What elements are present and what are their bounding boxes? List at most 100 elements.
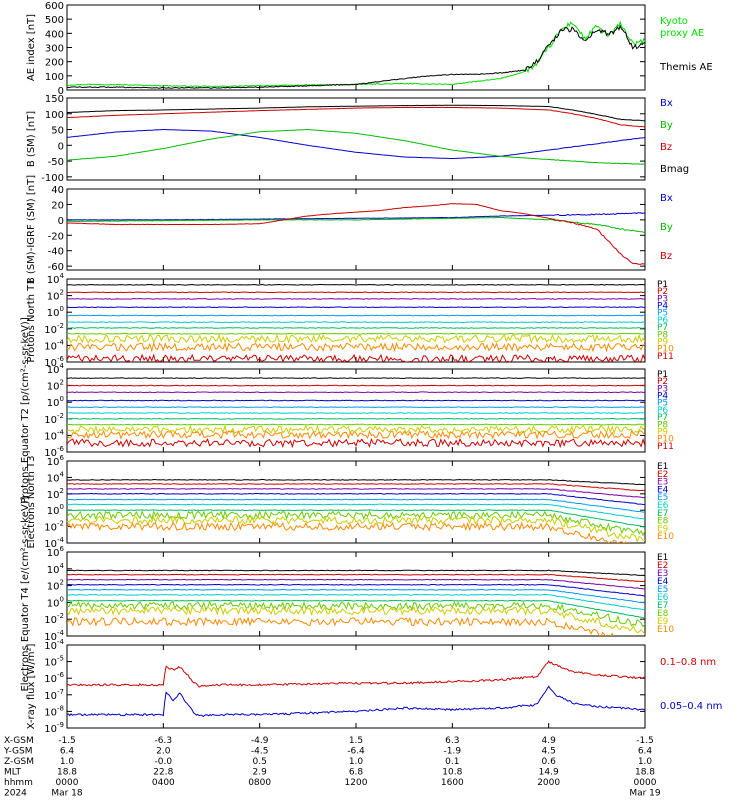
y-tick-label: 106: [47, 545, 65, 559]
legend-xray-0: 0.1–0.8 nm: [660, 657, 716, 668]
legend-p6: P6: [657, 406, 668, 416]
y-axis-label: Electrons Equator T4 [e/(cm²-s-sr-keV)]: [20, 496, 31, 691]
ephemeris-value: 0.6: [542, 757, 557, 767]
legend-p8: P8: [657, 330, 668, 340]
ephemeris-value: -4.9: [251, 736, 269, 746]
legend-p9: P9: [657, 337, 668, 347]
y-tick-label: 10-4: [44, 629, 64, 643]
channel-p11: [67, 437, 645, 449]
channel-e7: [67, 599, 645, 619]
y-tick-label: 100: [47, 395, 64, 409]
y-tick-label: -20: [48, 231, 64, 242]
ephemeris-value: Mar 18: [51, 789, 83, 799]
y-tick-label: 10-9: [44, 721, 64, 735]
legend-e7: E7: [657, 509, 668, 519]
legend-bx: Bx: [660, 98, 673, 109]
y-tick-label: 50: [51, 126, 64, 137]
y-tick-label: 0: [58, 216, 64, 227]
y-axis-label: Protons Equator T2 [p/(cm²-s-sr-keV)]: [20, 317, 31, 504]
legend-e5: E5: [657, 493, 668, 503]
series-0-05-0-4-nm: [67, 685, 645, 718]
legend-p8: P8: [657, 420, 668, 430]
legend-p1: P1: [657, 280, 668, 290]
y-tick-label: 102: [47, 379, 64, 393]
y-tick-label: 10-7: [44, 688, 64, 702]
legend-by: By: [660, 120, 673, 131]
panel-frame: [66, 4, 646, 91]
legend-kyoto: Kyoto: [660, 16, 688, 27]
ephemeris-value: 2.9: [253, 768, 268, 778]
ephemeris-value: -1.9: [444, 747, 462, 757]
panel-b_sm: 150 100 50 0 -50 -100 B (SM) [nT] Bx By Bz Bmag: [26, 94, 689, 184]
y-tick-label: 10-2: [44, 412, 64, 426]
y-tick-label: 500: [45, 15, 64, 26]
panel-xray: 10-4 10-5 10-6 10-7 10-8 10-9 X-ray flux [W/m²…: [26, 638, 722, 735]
legend-p7: P7: [657, 413, 668, 423]
channel-p5: [67, 314, 645, 317]
y-tick-label: -100: [41, 173, 64, 184]
ephemeris-value: 1.0: [638, 757, 653, 767]
legend-p2: P2: [657, 377, 668, 387]
y-tick-label: 0: [58, 86, 64, 97]
legend-p3: P3: [657, 384, 668, 394]
ephemeris-label: Y-GSM: [3, 747, 32, 757]
panel-frame: [66, 278, 646, 363]
channel-e5: [67, 588, 645, 604]
channel-p9: [67, 424, 645, 435]
ephemeris-label: 2024: [4, 789, 27, 799]
y-tick-label: 10-2: [44, 612, 64, 626]
channel-e2: [67, 573, 645, 583]
ephemeris-value: 6.4: [60, 747, 75, 757]
legend-p6: P6: [657, 316, 668, 326]
legend-p11: P11: [657, 352, 674, 362]
channel-e3: [67, 578, 645, 590]
ephemeris-value: 14.9: [539, 768, 559, 778]
panel-frame: [66, 188, 646, 271]
legend-e6: E6: [657, 593, 669, 603]
y-tick-label: 10-6: [44, 445, 64, 459]
y-tick-label: 20: [51, 200, 64, 211]
y-tick-label: 0: [58, 141, 64, 152]
legend-p5: P5: [657, 309, 668, 319]
channel-e10: [67, 521, 631, 543]
ephemeris-label: hhmm: [4, 778, 33, 788]
channel-e8: [67, 600, 645, 628]
legend-e9: E9: [657, 524, 669, 534]
y-tick-label: 10-6: [44, 671, 64, 685]
y-tick-label: 104: [47, 272, 65, 286]
channel-p4: [67, 306, 645, 309]
y-tick-label: 200: [45, 58, 64, 69]
legend-e3: E3: [657, 478, 668, 488]
series-by: [67, 216, 645, 233]
panel-ae: 600 500 400 300 200 100 0 AE index [nT] Kyotopro…: [26, 1, 713, 97]
y-tick-label: 100: [47, 595, 64, 609]
channel-e2: [67, 483, 645, 492]
ephemeris-value: 1600: [441, 778, 464, 788]
ephemeris-label: MLT: [4, 768, 22, 778]
channel-e4: [67, 583, 645, 597]
channel-e8: [67, 509, 645, 537]
legend-e1: E1: [657, 553, 668, 563]
channel-p3: [67, 391, 645, 394]
y-tick-label: 10-4: [44, 536, 64, 550]
channel-e9: [67, 605, 645, 635]
legend-p11: P11: [657, 442, 674, 452]
y-tick-label: -60: [48, 262, 64, 273]
legend-bz: Bz: [660, 251, 672, 262]
legend-p4: P4: [657, 302, 668, 312]
ephemeris-value: 1.0: [349, 757, 364, 767]
channel-p1: [67, 377, 645, 380]
y-tick-label: 10-4: [44, 338, 64, 352]
panel-electrons_t3: 106 104 102 100 10-2 10-4 Electrons North T3 E1…: [26, 454, 674, 550]
series-themis-ae: [67, 24, 645, 89]
ephemeris-value: Mar 19: [629, 789, 661, 799]
channel-p4: [67, 399, 645, 402]
channel-e7: [67, 509, 645, 528]
channel-p7: [67, 417, 645, 420]
ephemeris-value: 4.9: [542, 736, 557, 746]
y-tick-label: 100: [47, 503, 64, 517]
panel-b_minus_igrf: 40 20 0 -20 -40 -60 B (SM)-IGRF (SM) [nT] Bx By B…: [26, 175, 673, 284]
legend-p3: P3: [657, 294, 668, 304]
y-tick-label: 104: [47, 562, 65, 576]
ephemeris-value: -1.5: [636, 736, 654, 746]
